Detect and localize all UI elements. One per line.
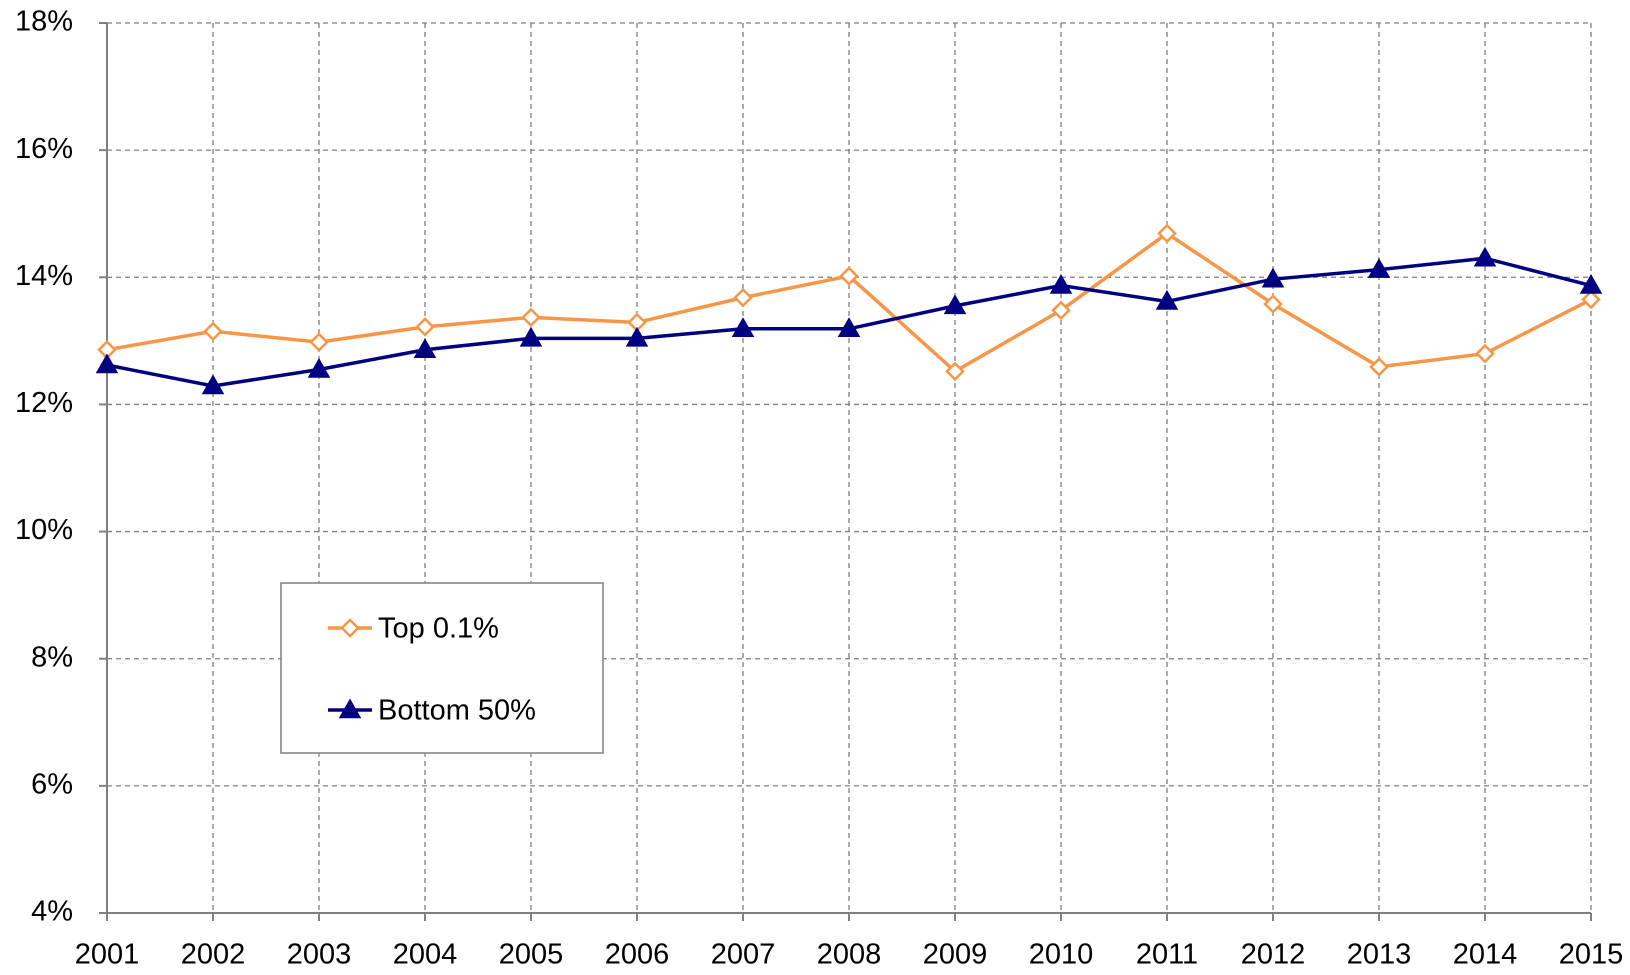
data-point	[1155, 289, 1179, 310]
data-point	[307, 357, 331, 378]
y-tick-label: 12%	[15, 387, 73, 419]
data-point	[1157, 223, 1177, 244]
data-point	[731, 317, 755, 338]
data-point	[521, 307, 541, 328]
x-tick-label: 2015	[1559, 939, 1624, 971]
x-tick-label: 2012	[1241, 939, 1306, 971]
data-point	[837, 317, 861, 338]
data-point	[1261, 267, 1285, 288]
x-tick-label: 2010	[1029, 939, 1094, 971]
x-tick-label: 2001	[75, 939, 140, 971]
data-point	[945, 361, 965, 382]
x-tick-label: 2009	[923, 939, 988, 971]
data-point	[839, 266, 859, 286]
legend-label: Top 0.1%	[378, 613, 499, 645]
data-point	[95, 353, 119, 374]
data-point	[413, 338, 437, 359]
y-tick-label: 10%	[15, 514, 73, 546]
x-tick-label: 2008	[817, 939, 882, 971]
data-point	[415, 317, 435, 337]
y-tick-label: 6%	[31, 769, 73, 801]
legend-marker	[338, 698, 362, 719]
y-tick-label: 18%	[15, 6, 73, 38]
data-point	[309, 332, 329, 352]
data-point	[519, 326, 543, 347]
x-tick-label: 2004	[393, 939, 458, 971]
x-tick-label: 2003	[287, 939, 352, 971]
x-tick-label: 2011	[1136, 939, 1198, 971]
data-point	[625, 326, 649, 347]
data-point	[1369, 357, 1389, 377]
data-point	[1263, 294, 1283, 314]
x-tick-label: 2007	[711, 939, 776, 971]
data-point	[201, 374, 225, 395]
data-point	[1051, 300, 1071, 321]
data-point	[1581, 289, 1601, 310]
x-tick-label: 2006	[605, 939, 670, 971]
y-tick-label: 8%	[31, 641, 73, 673]
x-tick-label: 2014	[1453, 939, 1518, 971]
x-tick-label: 2005	[499, 939, 564, 971]
x-tick-label: 2013	[1347, 939, 1412, 971]
legend-box	[280, 582, 604, 754]
x-tick-label: 2002	[181, 939, 246, 971]
data-point	[943, 294, 967, 315]
y-tick-label: 14%	[15, 260, 73, 292]
legend-marker	[340, 618, 360, 638]
legend-label: Bottom 50%	[378, 695, 536, 727]
y-tick-label: 4%	[31, 896, 73, 928]
data-point	[1579, 274, 1603, 294]
y-tick-label: 16%	[15, 133, 73, 165]
data-point	[203, 321, 223, 342]
data-point	[1473, 246, 1497, 267]
data-point	[1049, 274, 1073, 294]
data-point	[733, 287, 753, 308]
legend: Top 0.1% Bottom 50%	[280, 582, 604, 754]
data-point	[1367, 258, 1391, 278]
data-point	[1475, 343, 1495, 364]
